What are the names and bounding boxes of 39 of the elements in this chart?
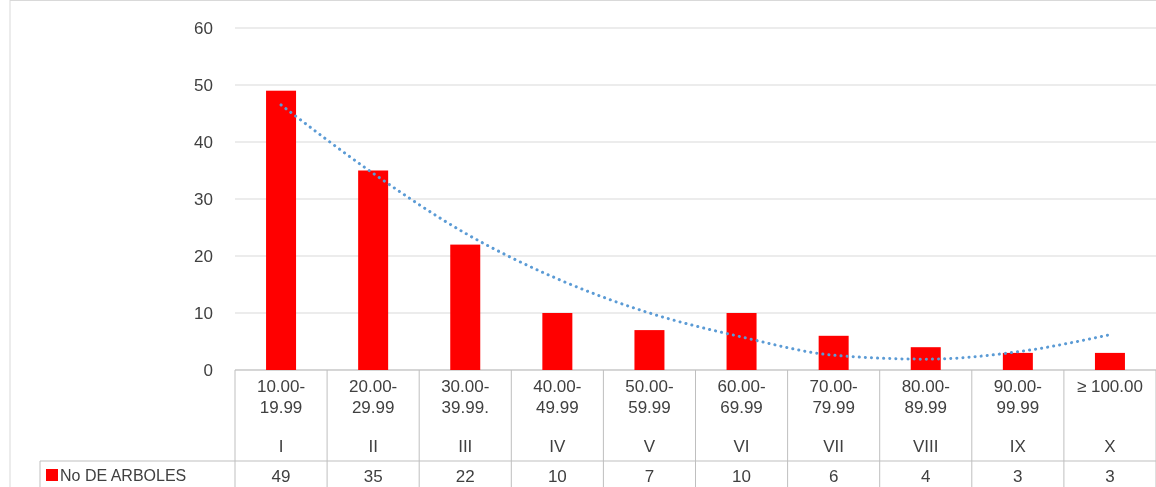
y-tick-label: 60 [194,18,213,38]
y-tick-label: 50 [194,75,213,95]
data-label: 22 [455,467,475,486]
category-label: ≥ 100.00 X [1076,377,1143,456]
x-tick-label: 20.00- 29.99 II [349,377,398,456]
x-tick-label: 70.00- 79.99 VII [809,377,858,456]
x-tick-label: 90.00- 99.99 IX [993,377,1042,456]
x-tick-label: 60.00- 69.99 VI [717,377,766,456]
bar [1094,352,1125,370]
bar [910,347,941,370]
y-tick-label: 40 [194,132,213,152]
bar [818,335,849,370]
data-label: 35 [363,467,383,486]
y-tick-label: 0 [203,360,213,380]
data-label: 49 [271,467,291,486]
x-tick-label: 80.00- 89.99 VIII [901,377,950,456]
x-tick-label: 40.00- 49.99 IV [533,377,582,456]
x-tick-label: 50.00- 59.99 V [625,377,674,456]
data-label: 6 [828,467,839,486]
x-tick-label: 10.00- 19.99 I [256,377,306,456]
bar [266,90,297,370]
data-label: 10 [547,467,567,486]
data-label: 7 [644,467,655,486]
bar [450,244,481,370]
data-label: 3 [1013,467,1023,486]
data-label: 10 [732,467,752,486]
y-tick-label: 20 [194,246,213,266]
bar [358,170,389,370]
data-label: 3 [1105,467,1115,486]
x-tick-label: 30.00- 39.99. III [441,377,490,456]
bar [726,313,757,370]
bar [542,313,573,370]
line-series [279,103,1112,361]
bar [634,330,665,370]
legend-label: No DE ARBOLES [60,467,187,484]
data-label: 4 [921,467,931,486]
y-tick-label: 30 [194,189,213,209]
bar [1002,352,1033,370]
y-tick-label: 10 [194,303,213,323]
